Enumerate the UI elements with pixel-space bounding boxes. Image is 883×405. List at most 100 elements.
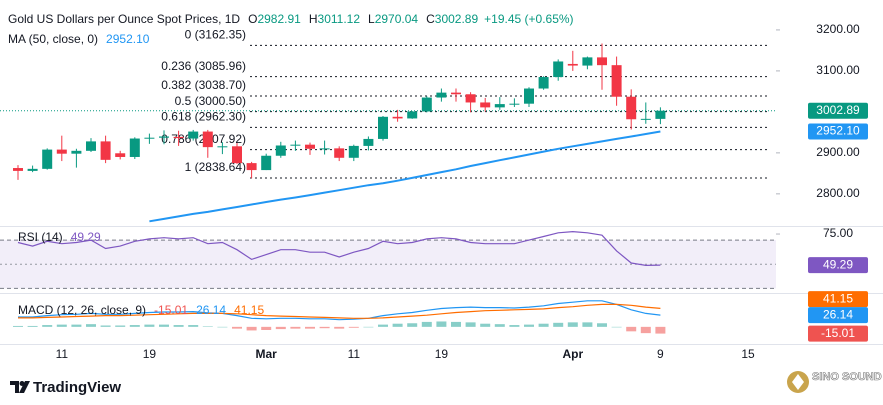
candle-body	[392, 116, 403, 119]
macd-histogram-bar	[305, 326, 315, 329]
macd-histogram-bar	[611, 326, 622, 328]
candle-body	[334, 148, 345, 158]
ohlc-key: C	[426, 12, 435, 26]
candle-body	[524, 88, 534, 104]
x-tick-label: 11	[348, 347, 361, 361]
candle-body	[202, 131, 213, 148]
price-label: 49.29	[823, 257, 853, 271]
candle-body	[553, 61, 564, 78]
candle-body	[640, 118, 651, 120]
price-label-box	[808, 325, 868, 342]
candle-body	[27, 168, 38, 171]
ohlc-key: H	[309, 12, 318, 26]
rsi-plot	[0, 230, 776, 289]
rsi-legend: RSI (14) 49.29	[18, 230, 101, 244]
macd-histogram-bar	[626, 326, 637, 332]
fib-label: 0 (3162.35)	[185, 28, 246, 42]
macd-plot	[13, 300, 666, 334]
candle-body	[611, 65, 622, 97]
macd-histogram-bar	[567, 322, 578, 327]
macd-histogram-bar	[494, 324, 505, 327]
macd-histogram-bar	[319, 326, 330, 329]
y-tick-label: 2800.00	[816, 186, 860, 200]
price-label-box	[808, 123, 868, 140]
macd-line	[18, 300, 661, 321]
candle-body	[86, 141, 96, 151]
macd-histogram-bar	[115, 325, 126, 327]
macd-histogram-bar	[640, 326, 651, 334]
macd-histogram-bar	[100, 325, 111, 327]
y-tick-label: 75.00	[823, 226, 853, 240]
watermark-logo	[787, 371, 809, 393]
macd-histogram-bar	[597, 323, 607, 327]
ohlc-key: O	[248, 12, 257, 26]
macd-value: 41.15	[234, 303, 264, 317]
candle-body	[188, 131, 199, 139]
candle-body	[480, 102, 491, 108]
price-label: 41.15	[823, 291, 853, 305]
macd-histogram-bar	[334, 326, 345, 329]
macd-histogram-bar	[392, 323, 403, 327]
candle-body	[71, 150, 82, 154]
macd-histogram-bar	[436, 321, 447, 327]
macd-histogram-bar	[129, 325, 140, 327]
chart-title: Gold US Dollars per Ounce Spot Prices, 1…	[8, 12, 574, 26]
watermark: SINO SOUND	[812, 371, 882, 383]
candle-body	[159, 136, 169, 138]
macd-histogram-bar	[13, 325, 23, 327]
ohlc-value: 3011.12	[318, 12, 361, 26]
macd-histogram-bar	[290, 326, 301, 329]
price-label: 3002.89	[816, 103, 860, 117]
macd-histogram-bar	[173, 325, 184, 327]
x-tick-label: 11	[56, 347, 69, 361]
macd-histogram-bar	[451, 321, 461, 327]
macd-histogram-bar	[465, 322, 476, 327]
fib-label: 1 (2838.64)	[185, 160, 246, 174]
macd-histogram-bar	[56, 324, 67, 327]
macd-histogram-bar	[202, 326, 213, 327]
rsi-name: RSI (14)	[18, 230, 63, 244]
candle-body	[465, 94, 476, 103]
macd-histogram-bar	[509, 325, 520, 327]
macd-histogram-bar	[86, 324, 96, 327]
candle-body	[567, 63, 578, 66]
ohlc-key: L	[368, 12, 375, 26]
candle-body	[436, 92, 447, 98]
macd-histogram-bar	[261, 326, 272, 330]
price-label: -15.01	[821, 326, 855, 340]
macd-value: -15.01	[154, 303, 188, 317]
candle-body	[538, 77, 549, 89]
candle-body	[246, 163, 257, 171]
price-label-box	[808, 102, 868, 119]
ma-name: MA (50, close, 0)	[8, 32, 98, 46]
macd-histogram-bar	[524, 324, 534, 327]
candle-body	[13, 168, 23, 171]
ohlc-value: 2970.04	[375, 12, 419, 26]
macd-value: 26.14	[196, 303, 226, 317]
candle-body	[217, 146, 228, 148]
moving-average	[149, 130, 661, 223]
macd-histogram-bar	[553, 322, 564, 327]
macd-histogram-bar	[144, 324, 155, 327]
macd-histogram-bar	[363, 326, 374, 328]
x-tick-label: Mar	[256, 347, 278, 361]
y-tick-label: 3200.00	[816, 22, 860, 36]
x-tick-label: 15	[741, 347, 755, 361]
macd-histogram-bar	[188, 325, 199, 327]
macd-histogram-bar	[275, 326, 286, 330]
y-tick-label: 2900.00	[816, 145, 860, 159]
candle-body	[129, 138, 140, 157]
candle-body	[597, 57, 607, 66]
candle-body	[305, 144, 315, 149]
macd-histogram-bar	[378, 324, 388, 327]
candle-body	[451, 92, 461, 95]
x-tick-label: Apr	[562, 347, 583, 361]
candle-body	[626, 96, 637, 120]
x-tick-label: 19	[435, 347, 449, 361]
fib-label: 0.382 (3038.70)	[161, 78, 246, 92]
candle-body	[494, 104, 505, 108]
candle-body	[319, 148, 330, 150]
macd-histogram-bar	[582, 322, 593, 327]
